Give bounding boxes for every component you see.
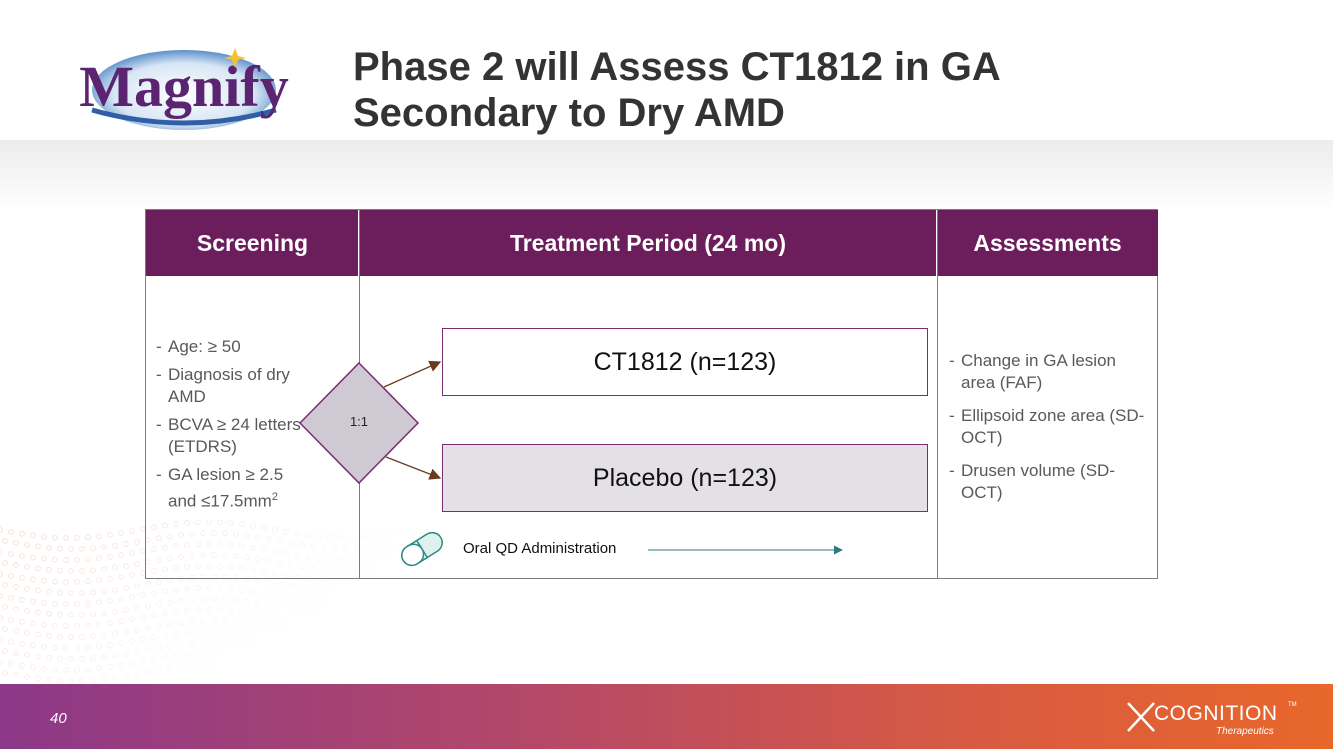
- pill-capsule-icon: [401, 531, 443, 567]
- administration-label: Oral QD Administration: [463, 540, 617, 557]
- assessment-item: Drusen volume (SD-OCT): [949, 460, 1149, 504]
- arrow-to-ct1812: [383, 360, 442, 388]
- arm-ct1812: CT1812 (n=123): [442, 328, 928, 396]
- magnify-logo: Magnify: [79, 48, 289, 130]
- criterion-item: Diagnosis of dry AMD: [156, 364, 316, 408]
- screening-criteria-list: Age: ≥ 50 Diagnosis of dry AMD BCVA ≥ 24…: [156, 336, 316, 519]
- flow-diagram: [298, 360, 843, 567]
- title-line-1: Phase 2 will Assess CT1812 in GA: [353, 45, 1001, 89]
- column-divider: [937, 210, 938, 579]
- brand-trademark: TM: [1288, 702, 1297, 708]
- randomization-diamond: [298, 361, 420, 485]
- cognition-x-icon: [1127, 702, 1155, 732]
- criterion-item: BCVA ≥ 24 letters (ETDRS): [156, 414, 316, 458]
- header-treatment-period: Treatment Period (24 mo): [359, 210, 937, 276]
- criterion-item: Age: ≥ 50: [156, 336, 316, 358]
- footer-bar: 40 COGNITION TM Therapeutics: [0, 684, 1333, 749]
- arm-placebo: Placebo (n=123): [442, 444, 928, 512]
- brand-name: COGNITION: [1154, 702, 1278, 725]
- slide-title: Phase 2 will Assess CT1812 in GA Seconda…: [353, 44, 1253, 136]
- study-design-table: Screening Treatment Period (24 mo) Asses…: [145, 209, 1158, 579]
- header-assessments: Assessments: [937, 210, 1158, 276]
- assessment-item: Change in GA lesion area (FAF): [949, 350, 1149, 394]
- brand-tagline: Therapeutics: [1216, 726, 1274, 737]
- assessment-item: Ellipsoid zone area (SD-OCT): [949, 405, 1149, 449]
- cognition-logo: COGNITION TM Therapeutics: [1126, 698, 1306, 740]
- superscript: 2: [271, 491, 278, 503]
- header-band: [0, 140, 1333, 210]
- header-screening: Screening: [146, 210, 359, 276]
- page-number: 40: [50, 710, 67, 727]
- sparkle-icon: [224, 48, 246, 68]
- criterion-item: GA lesion ≥ 2.5 and ≤17.5mm2: [156, 464, 316, 513]
- assessments-list: Change in GA lesion area (FAF) Ellipsoid…: [949, 350, 1149, 515]
- arrow-to-placebo: [385, 456, 442, 480]
- randomization-ratio: 1:1: [349, 414, 369, 429]
- title-line-2: Secondary to Dry AMD: [353, 91, 785, 135]
- logo-text: Magnify: [79, 54, 288, 119]
- dot-pattern-decoration: [0, 520, 421, 684]
